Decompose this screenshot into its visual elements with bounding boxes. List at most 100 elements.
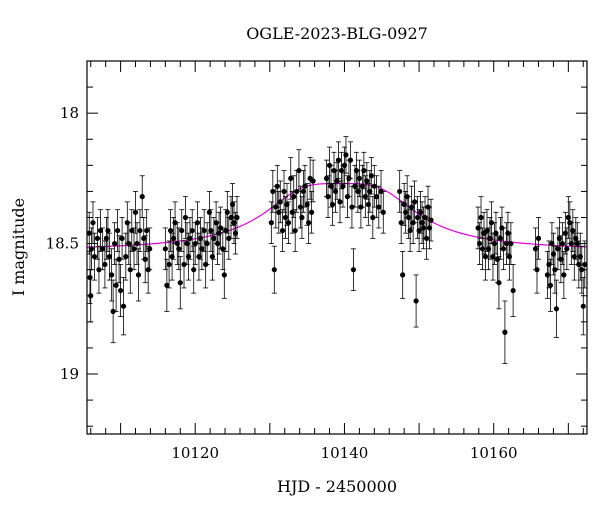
point-marker [329, 201, 336, 208]
data-point [224, 191, 230, 234]
data-point [147, 227, 153, 271]
point-marker [508, 240, 514, 247]
point-marker [109, 272, 115, 278]
point-marker [279, 227, 286, 234]
data-point [564, 227, 570, 271]
point-marker [211, 235, 217, 241]
data-point [234, 196, 240, 239]
data-point [553, 279, 560, 338]
point-marker [582, 261, 588, 268]
point-marker [119, 235, 125, 241]
data-point [204, 222, 210, 265]
point-marker [292, 227, 298, 234]
point-marker [579, 267, 585, 273]
data-point [271, 245, 277, 294]
data-point [112, 222, 118, 265]
data-point [187, 217, 193, 260]
point-marker [270, 188, 276, 195]
data-point [129, 209, 135, 252]
data-point [291, 175, 297, 218]
point-marker [182, 214, 189, 221]
data-point [201, 209, 207, 252]
data-point [199, 227, 205, 271]
x-tick-label: 10160 [470, 444, 518, 462]
data-point [407, 209, 413, 252]
point-marker [364, 178, 370, 184]
point-marker [350, 267, 357, 273]
point-marker [102, 261, 108, 268]
data-point [368, 157, 374, 195]
data-point [137, 209, 143, 252]
plot-frame [86, 60, 588, 435]
point-marker [380, 209, 386, 215]
data-point [350, 248, 357, 291]
data-point [110, 279, 116, 344]
point-marker [561, 272, 567, 278]
data-point [177, 256, 183, 310]
point-marker [162, 246, 168, 252]
data-point [364, 162, 370, 200]
point-marker [87, 274, 93, 281]
point-marker [88, 246, 95, 252]
data-point [142, 235, 148, 284]
data-point [561, 251, 567, 299]
point-marker [204, 240, 210, 247]
point-marker [482, 254, 489, 260]
point-marker [306, 220, 312, 226]
point-marker [398, 220, 404, 226]
axis-ticks [87, 60, 587, 434]
point-marker [100, 246, 106, 252]
data-point [164, 258, 170, 312]
data-point [162, 227, 168, 271]
data-point [376, 185, 382, 229]
data-point [105, 209, 111, 252]
data-point [117, 264, 124, 318]
data-point [335, 141, 342, 179]
data-point [310, 159, 316, 203]
data-point [325, 175, 331, 218]
data-point [343, 136, 349, 174]
point-marker [274, 183, 280, 189]
data-point [90, 201, 96, 244]
point-marker [476, 240, 483, 247]
point-marker [147, 246, 153, 252]
point-marker [167, 227, 174, 234]
data-point [285, 201, 292, 244]
point-marker [570, 227, 576, 234]
point-marker [142, 256, 148, 262]
data-point [547, 258, 554, 312]
data-point [97, 209, 104, 252]
data-point [123, 232, 129, 281]
point-marker [335, 157, 342, 163]
point-marker [271, 267, 277, 273]
data-point [127, 245, 133, 294]
tick-labels: 10120 10140 10160 18 18.5 19 [46, 104, 518, 462]
point-marker [423, 235, 430, 241]
point-marker [164, 282, 170, 288]
data-point [191, 245, 197, 294]
data-point [279, 209, 286, 252]
point-marker [281, 188, 287, 195]
point-marker [114, 227, 121, 234]
point-marker [131, 246, 137, 252]
point-marker [413, 298, 419, 304]
point-marker [144, 227, 150, 234]
point-marker [221, 272, 227, 278]
data-point [131, 227, 137, 271]
data-point [579, 245, 585, 294]
data-point [302, 164, 308, 208]
data-point [380, 191, 386, 234]
point-marker [347, 157, 354, 163]
point-marker [105, 227, 111, 234]
data-point [502, 300, 508, 364]
point-marker [220, 246, 226, 252]
data-point [428, 198, 434, 242]
data-point [488, 201, 495, 244]
point-marker [166, 261, 172, 268]
point-marker [176, 246, 182, 252]
point-marker [123, 254, 129, 260]
point-marker [268, 220, 274, 226]
point-marker [361, 167, 367, 174]
point-marker [179, 227, 185, 234]
data-point [132, 191, 139, 234]
